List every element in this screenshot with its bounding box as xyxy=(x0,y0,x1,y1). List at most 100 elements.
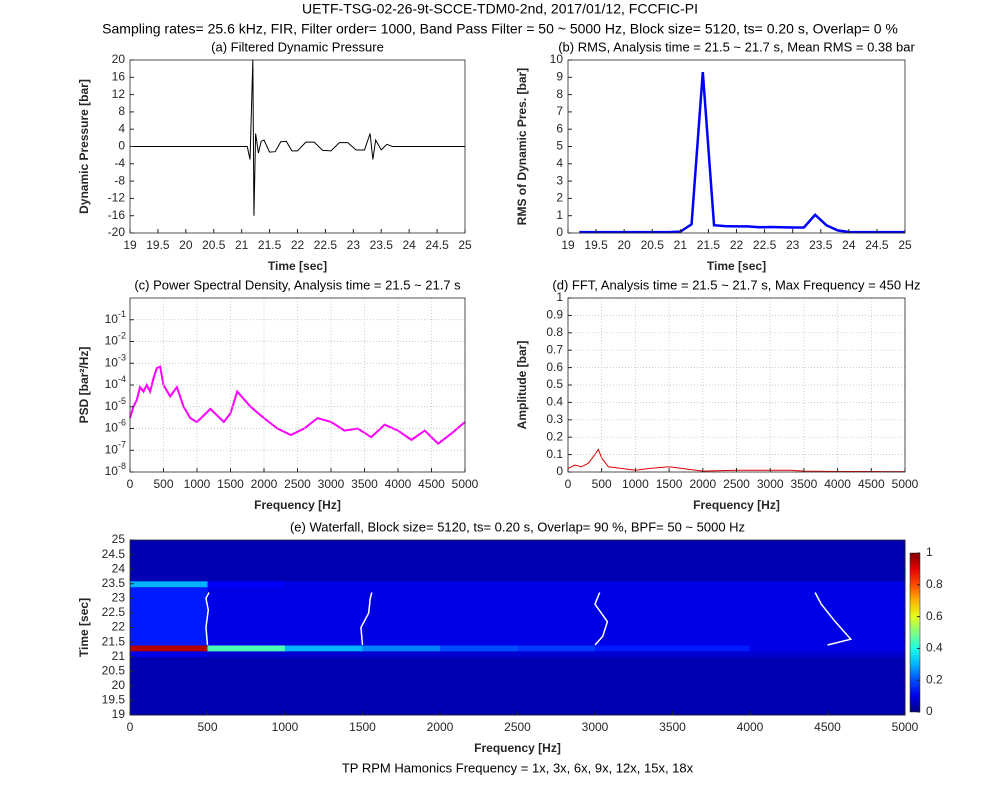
heatmap-cell xyxy=(517,621,596,628)
heatmap-cell xyxy=(130,592,208,599)
y-tick-label: -4 xyxy=(114,156,125,170)
heatmap-cell xyxy=(440,650,518,658)
heatmap-cell xyxy=(285,639,363,646)
heatmap-cell xyxy=(750,697,828,704)
heatmap-cell xyxy=(362,697,441,704)
heatmap-cell xyxy=(207,645,286,652)
heatmap-cell xyxy=(440,610,518,617)
heatmap-cell xyxy=(130,575,208,582)
y-axis-label: PSD [bar²/Hz] xyxy=(77,347,91,424)
heatmap-cell xyxy=(672,604,751,611)
heatmap-cell xyxy=(517,598,596,605)
data-line xyxy=(130,59,465,216)
heatmap-cell xyxy=(827,592,906,599)
heatmap-cell xyxy=(750,586,828,593)
heatmap-cell xyxy=(440,709,518,716)
heatmap-cell xyxy=(517,697,596,704)
heatmap-cell xyxy=(827,615,906,623)
heatmap-cell xyxy=(440,662,518,669)
y-tick-label: 8 xyxy=(556,87,563,101)
heatmap-cell xyxy=(750,685,828,693)
heatmap-cell xyxy=(207,656,286,663)
heatmap-cell xyxy=(130,662,208,669)
heatmap-cell xyxy=(362,575,441,582)
heatmap-cell xyxy=(595,662,673,669)
heatmap-cell xyxy=(595,633,673,640)
y-tick-label: 19 xyxy=(112,707,126,721)
x-tick-label: 20.5 xyxy=(202,238,226,252)
heatmap-cell xyxy=(672,703,751,710)
y-axis-label: RMS of Dynamic Pres. [bar] xyxy=(515,68,529,225)
heatmap-cell xyxy=(827,650,906,658)
y-tick-label: 24 xyxy=(112,561,126,575)
heatmap-cell xyxy=(750,650,828,658)
heatmap-cell xyxy=(207,586,286,593)
heatmap-cell xyxy=(362,668,441,675)
x-tick-label: 1500 xyxy=(656,477,683,491)
heatmap-cell xyxy=(207,563,286,570)
x-tick-label: 20 xyxy=(617,238,631,252)
heatmap-cell xyxy=(130,656,208,663)
heatmap-cell xyxy=(440,645,518,652)
heatmap-cell xyxy=(285,610,363,617)
heatmap-cell xyxy=(672,598,751,605)
heatmap-cell xyxy=(285,615,363,623)
heatmap-cell xyxy=(595,586,673,593)
heatmap-cell xyxy=(595,540,673,547)
y-tick-label: 0.5 xyxy=(546,377,563,391)
x-tick-label: 22 xyxy=(291,238,305,252)
figure-subtitle: Sampling rates= 25.6 kHz, FIR, Filter or… xyxy=(102,21,898,37)
panel-title: (a) Filtered Dynamic Pressure xyxy=(211,39,384,54)
heatmap-cell xyxy=(750,551,828,558)
heatmap-cell xyxy=(285,662,363,669)
heatmap-cell xyxy=(362,569,441,576)
heatmap-cell xyxy=(672,674,751,681)
x-tick-label: 3500 xyxy=(659,720,686,734)
heatmap-cell xyxy=(595,575,673,582)
tick-base: 10 xyxy=(105,399,119,413)
y-tick-label: 21 xyxy=(112,649,126,663)
x-tick-label: 24.5 xyxy=(425,238,449,252)
heatmap-cell xyxy=(595,668,673,675)
heatmap-cell xyxy=(827,598,906,605)
y-tick-label: 0.1 xyxy=(546,447,563,461)
tick-exponent: -8 xyxy=(118,461,126,471)
heatmap-cell xyxy=(440,569,518,576)
x-tick-label: 20.5 xyxy=(641,238,665,252)
y-tick-label: 20 xyxy=(112,678,126,692)
heatmap-cell xyxy=(672,580,751,588)
x-tick-label: 2000 xyxy=(427,720,454,734)
heatmap-cell xyxy=(130,604,208,611)
x-tick-label: 1000 xyxy=(272,720,299,734)
heatmap-cell xyxy=(750,604,828,611)
x-tick-label: 4500 xyxy=(418,477,445,491)
heatmap-cell xyxy=(750,598,828,605)
harmonic-line xyxy=(594,592,609,646)
heatmap-cell xyxy=(130,639,208,646)
y-tick-label: 0 xyxy=(118,139,125,153)
x-tick-label: 4000 xyxy=(385,477,412,491)
y-tick-label: 6 xyxy=(556,121,563,135)
heatmap-cell xyxy=(440,680,518,687)
heatmap-cell xyxy=(595,645,673,652)
heatmap-cell xyxy=(517,615,596,623)
x-tick-label: 4500 xyxy=(858,477,885,491)
y-tick-label: 10-2 xyxy=(105,331,126,348)
x-tick-label: 0 xyxy=(127,720,134,734)
heatmap-cell xyxy=(130,627,208,634)
heatmap-cell xyxy=(672,680,751,687)
heatmap-cell xyxy=(362,540,441,547)
panel-title: (b) RMS, Analysis time = 21.5 ~ 21.7 s, … xyxy=(558,39,915,54)
heatmap-cell xyxy=(672,645,751,652)
heatmap-cell xyxy=(827,668,906,675)
heatmap-cell xyxy=(672,557,751,564)
y-tick-label: 9 xyxy=(556,69,563,83)
heatmap-cell xyxy=(517,685,596,693)
heatmap-cell xyxy=(517,540,596,547)
heatmap-cell xyxy=(672,709,751,716)
y-tick-label: 5 xyxy=(556,139,563,153)
x-tick-label: 500 xyxy=(153,477,173,491)
x-tick-label: 4000 xyxy=(824,477,851,491)
heatmap-cell xyxy=(595,709,673,716)
heatmap-cell xyxy=(207,627,286,634)
